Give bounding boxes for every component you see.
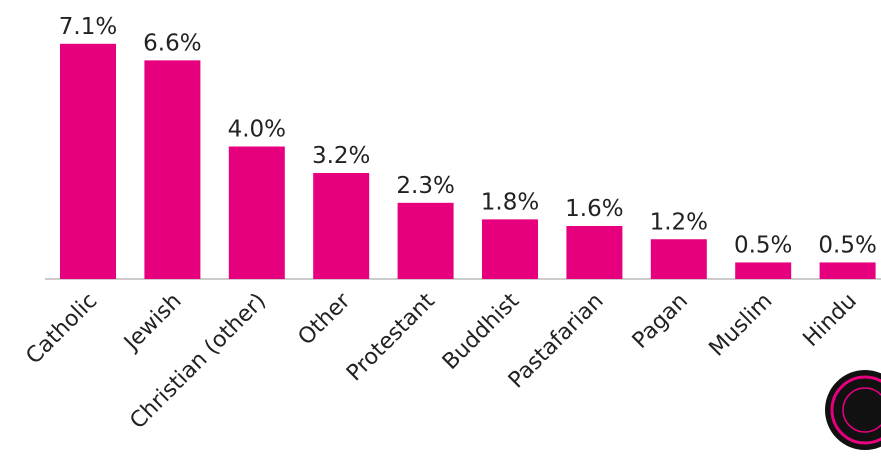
bar: [650, 239, 707, 279]
x-tick-label: Buddhist: [438, 288, 525, 375]
logo: [825, 370, 881, 450]
x-tick-label: Other: [294, 288, 357, 351]
value-label: 1.6%: [565, 196, 623, 222]
x-tick-label: Jewish: [118, 289, 186, 357]
value-label: 0.5%: [734, 232, 792, 258]
x-tick-label: Muslim: [705, 289, 778, 362]
value-label: 1.2%: [650, 209, 708, 235]
bar: [482, 219, 538, 279]
bar: [397, 202, 454, 279]
bar: [566, 226, 623, 279]
value-label: 1.8%: [481, 189, 539, 215]
value-label: 4.0%: [228, 117, 286, 143]
x-tick-label: Protestant: [342, 288, 440, 386]
bar: [735, 262, 792, 279]
x-tick-label: Catholic: [21, 289, 102, 370]
value-label: 2.3%: [396, 173, 454, 199]
bar: [228, 146, 285, 279]
bar: [313, 173, 370, 279]
bar: [144, 60, 201, 279]
value-label: 0.5%: [818, 232, 876, 258]
value-label: 7.1%: [59, 14, 117, 40]
x-tick-label: Pagan: [628, 289, 693, 354]
value-label: 3.2%: [312, 143, 370, 169]
bar: [60, 43, 116, 279]
value-label: 6.6%: [143, 30, 201, 56]
x-tick-label: Hindu: [799, 289, 862, 352]
bar: [819, 262, 876, 279]
